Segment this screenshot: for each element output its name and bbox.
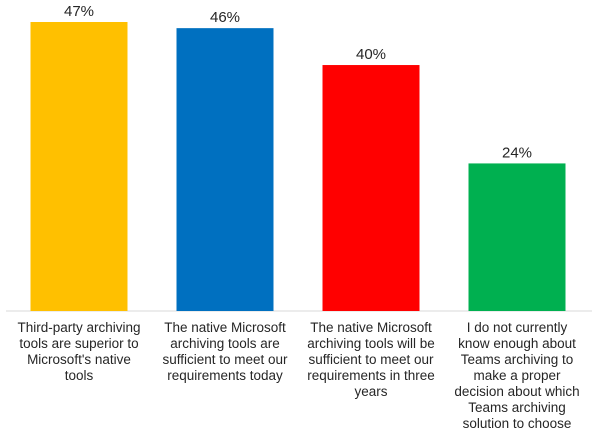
category-label-line: solution to choose [462, 416, 572, 431]
bar-1 [30, 22, 128, 311]
category-label-line: sufficient to meet our [162, 352, 288, 367]
category-label-line: Third-party archiving [17, 320, 141, 335]
category-label-line: archiving tools are [170, 336, 280, 351]
bar-4 [468, 163, 566, 311]
category-label-1: Third-party archiving tools are superior … [9, 320, 149, 384]
category-label-line: tools [64, 368, 94, 383]
category-label-line: know enough about [458, 336, 576, 351]
category-label-3: The native Microsoft archiving tools will… [301, 320, 441, 400]
data-label-2: 46% [210, 9, 240, 26]
category-label-line: Teams archiving [468, 400, 566, 415]
category-label-line: archiving tools will be [307, 336, 435, 351]
category-label-line: requirements today [167, 368, 283, 383]
category-label-line: Microsoft's native [27, 352, 131, 367]
category-label-4: I do not currently know enough about Teams… [447, 320, 587, 432]
category-label-line: sufficient to meet our [308, 352, 434, 367]
category-label-line: The native Microsoft [310, 320, 432, 335]
category-label-line: decision about which [454, 384, 580, 399]
data-label-4: 24% [502, 144, 532, 161]
category-label-2: The native Microsoft archiving tools are s… [155, 320, 295, 384]
category-label-line: years [354, 384, 388, 399]
category-label-line: I do not currently [466, 320, 568, 335]
category-label-line: requirements in three [307, 368, 435, 383]
data-label-3: 40% [356, 46, 386, 63]
category-label-line: make a proper [473, 368, 561, 383]
category-label-line: Teams archiving to [460, 352, 574, 367]
category-label-line: tools are superior to [19, 336, 139, 351]
bar-3 [322, 65, 420, 311]
category-label-line: The native Microsoft [164, 320, 286, 335]
bar-2 [176, 28, 274, 312]
data-label-1: 47% [64, 3, 94, 20]
